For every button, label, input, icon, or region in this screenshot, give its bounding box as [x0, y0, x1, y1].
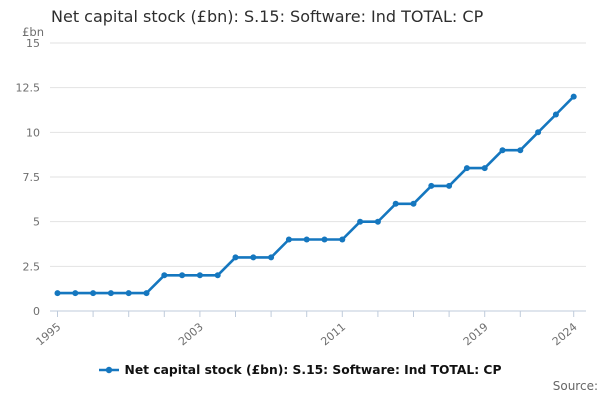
y-tick-label: 12.5	[16, 82, 41, 95]
x-tick-label: 2003	[176, 320, 206, 348]
data-point[interactable]	[143, 290, 150, 297]
data-point[interactable]	[321, 236, 328, 243]
data-point[interactable]	[250, 254, 257, 261]
data-point[interactable]	[392, 200, 399, 207]
x-tick-label: 2024	[550, 320, 580, 348]
data-point[interactable]	[268, 254, 275, 261]
data-point[interactable]	[535, 129, 542, 136]
y-tick-label: 7.5	[23, 171, 41, 184]
data-point[interactable]	[107, 290, 114, 297]
data-point[interactable]	[196, 272, 203, 279]
data-point[interactable]	[410, 200, 417, 207]
data-point[interactable]	[285, 236, 292, 243]
y-tick-label: 2.5	[23, 260, 41, 273]
data-point[interactable]	[552, 111, 559, 118]
chart-canvas: 0 2.5 5 7.5 10 12.5 15£bn 1995 2003 2011 2019 2024	[16, 25, 586, 348]
legend-label: Net capital stock (£bn): S.15: Software:…	[124, 363, 502, 377]
data-point[interactable]	[54, 290, 61, 297]
data-point[interactable]	[339, 236, 346, 243]
data-point[interactable]	[374, 218, 381, 225]
y-tick-label: 0	[33, 305, 40, 318]
data-point[interactable]	[463, 165, 470, 172]
data-point[interactable]	[179, 272, 186, 279]
y-axis-unit-label: £bn	[22, 25, 44, 39]
data-point[interactable]	[570, 93, 577, 100]
x-tick-label: 1995	[34, 320, 64, 348]
data-point[interactable]	[90, 290, 97, 297]
y-tick-label: 15	[26, 37, 40, 50]
data-point[interactable]	[481, 165, 488, 172]
x-tick-label: 2011	[318, 320, 348, 348]
legend-dot	[105, 366, 112, 374]
data-point[interactable]	[446, 182, 453, 189]
y-tick-label: 10	[26, 126, 40, 139]
legend: Net capital stock (£bn): S.15: Software:…	[0, 363, 600, 377]
data-point[interactable]	[161, 272, 168, 279]
data-point[interactable]	[357, 218, 364, 225]
data-point[interactable]	[303, 236, 310, 243]
data-point[interactable]	[428, 182, 435, 189]
data-point[interactable]	[499, 147, 506, 154]
y-tick-label: 5	[33, 216, 40, 229]
source-label: Source:	[552, 379, 598, 393]
legend-line-icon	[98, 366, 119, 374]
data-point[interactable]	[214, 272, 221, 279]
data-point[interactable]	[517, 147, 524, 154]
chart-title: Net capital stock (£bn): S.15: Software:…	[51, 7, 484, 26]
data-point[interactable]	[125, 290, 132, 297]
x-tick-label: 2019	[461, 320, 491, 348]
data-point[interactable]	[232, 254, 239, 261]
data-point[interactable]	[72, 290, 79, 297]
data-line	[56, 95, 576, 295]
